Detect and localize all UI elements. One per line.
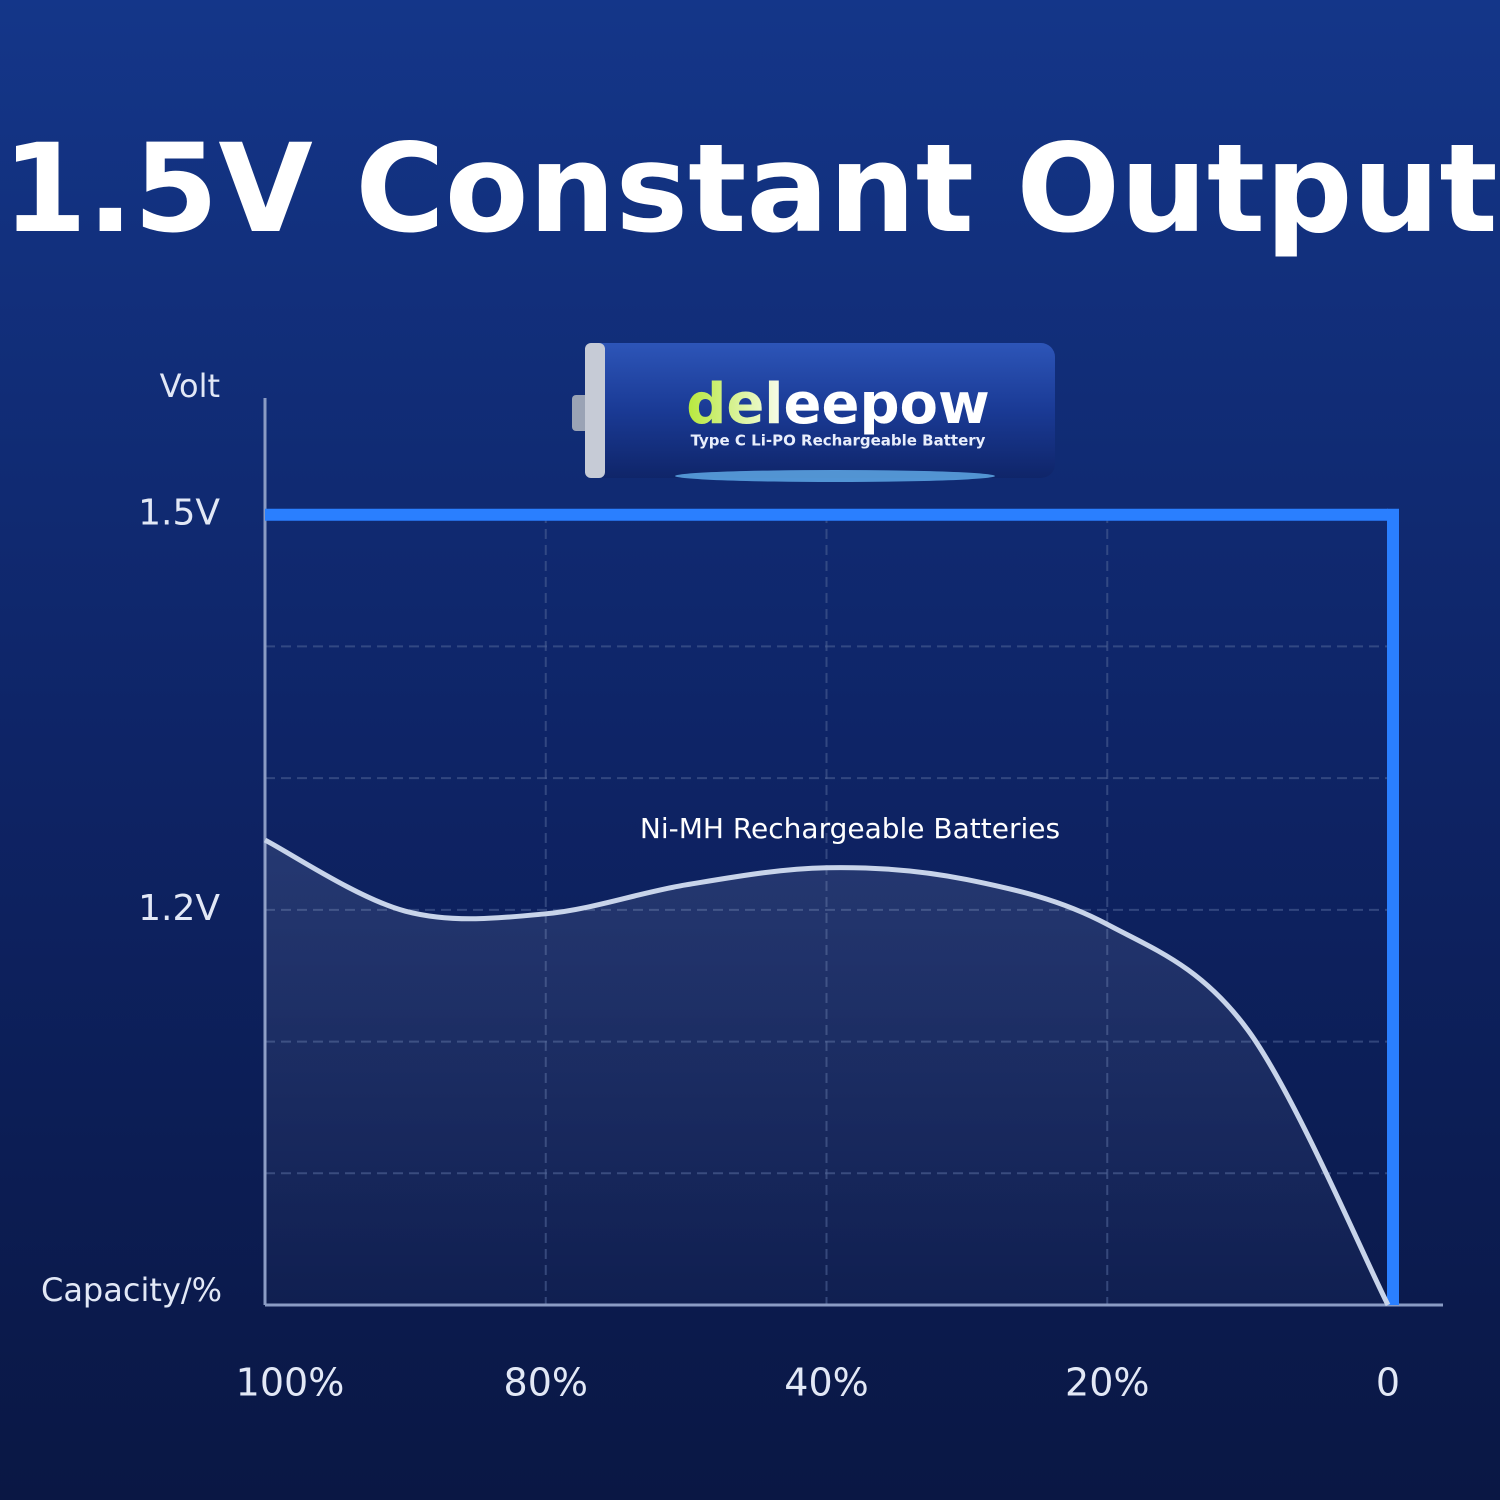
battery-glow (675, 470, 995, 482)
title: 1.5V Constant Output (2, 118, 1498, 260)
x-tick-label: 80% (504, 1361, 588, 1405)
y-tick-label: 1.5V (138, 493, 220, 534)
y-tick-label: 1.2V (138, 888, 220, 929)
battery-cap (585, 343, 605, 478)
area (265, 840, 1388, 1305)
x-axis-label: Capacity/% (41, 1271, 222, 1309)
x-tick-label: 0 (1376, 1361, 1400, 1405)
battery-caption: Type C Li-PO Rechargeable Battery (691, 432, 986, 450)
x-tick-label: 20% (1065, 1361, 1149, 1405)
battery-brand: deleepow (686, 372, 990, 437)
battery: deleepow Type C Li-PO Rechargeable Batte… (572, 343, 1055, 482)
battery-body (585, 343, 1055, 478)
series-annotation: Ni-MH Rechargeable Batteries (640, 812, 1060, 845)
plot: 1.5V 1.2V 100% 80% 40% 20% 0 Volt Capacity/% Ni-M… (41, 367, 1443, 1405)
x-tick-label: 40% (784, 1361, 868, 1405)
y-axis-label: Volt (160, 367, 220, 405)
x-tick-label: 100% (236, 1361, 345, 1405)
series-line (263, 837, 1391, 1307)
